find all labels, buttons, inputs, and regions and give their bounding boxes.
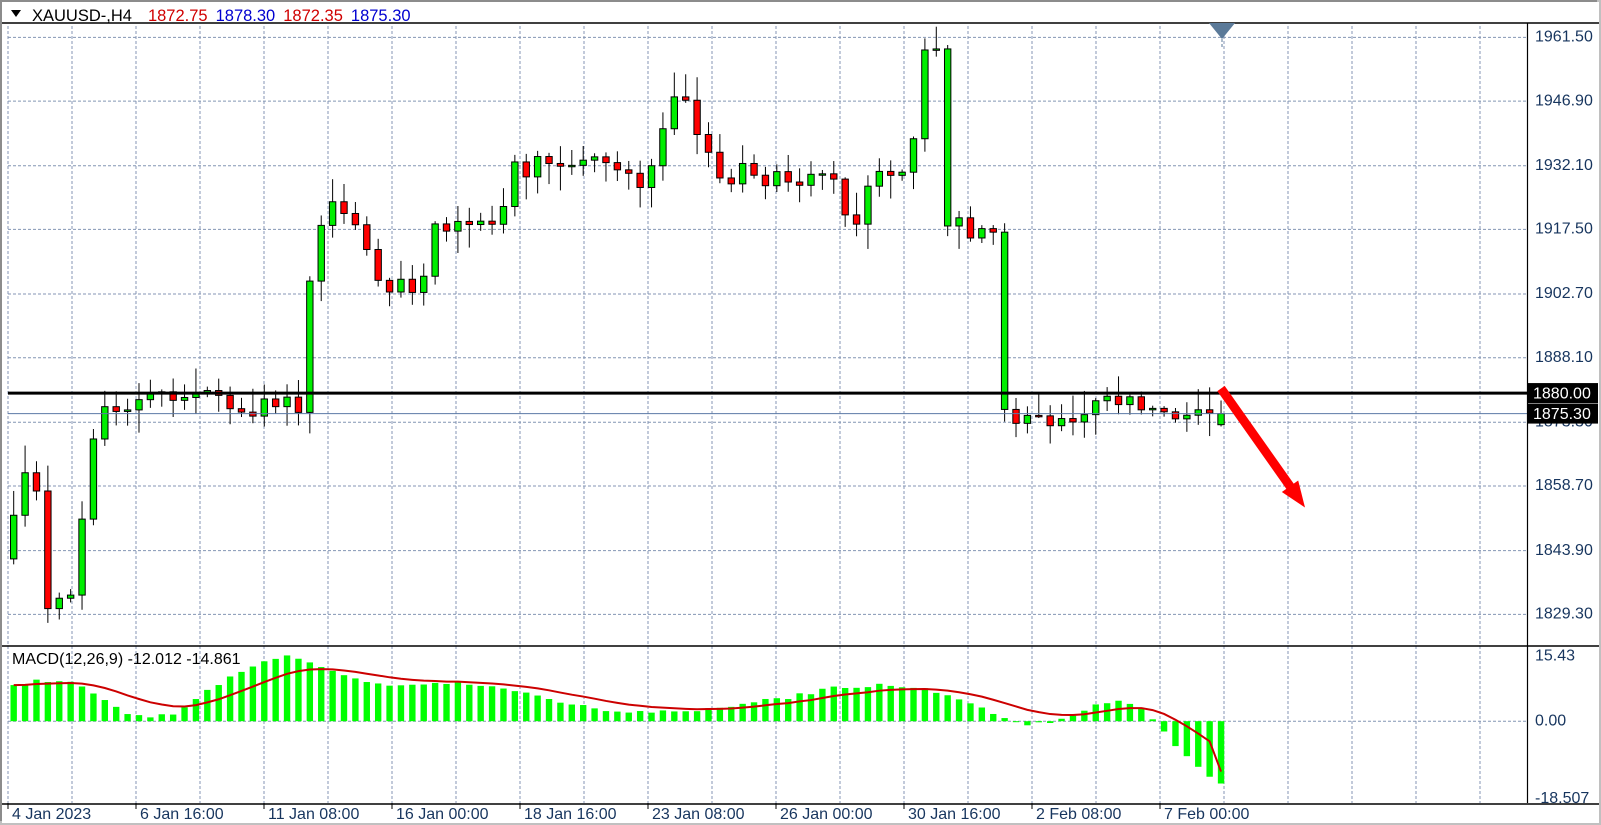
svg-text:1961.50: 1961.50 <box>1535 29 1593 46</box>
svg-text:4 Jan 2023: 4 Jan 2023 <box>12 806 91 823</box>
svg-text:18 Jan 16:00: 18 Jan 16:00 <box>524 806 617 823</box>
svg-text:1875.30: 1875.30 <box>1533 406 1591 423</box>
svg-text:26 Jan 00:00: 26 Jan 00:00 <box>780 806 873 823</box>
svg-text:1872.75: 1872.75 <box>148 7 208 25</box>
svg-text:1917.50: 1917.50 <box>1535 221 1593 238</box>
svg-text:1888.10: 1888.10 <box>1535 349 1593 366</box>
svg-text:15.43: 15.43 <box>1535 648 1575 665</box>
svg-text:1872.35: 1872.35 <box>283 7 343 25</box>
svg-text:6 Jan 16:00: 6 Jan 16:00 <box>140 806 224 823</box>
svg-text:0.00: 0.00 <box>1535 712 1566 729</box>
svg-text:11 Jan 08:00: 11 Jan 08:00 <box>268 806 359 823</box>
svg-text:16 Jan 00:00: 16 Jan 00:00 <box>396 806 489 823</box>
svg-text:1875.30: 1875.30 <box>351 7 411 25</box>
svg-text:23 Jan 08:00: 23 Jan 08:00 <box>652 806 745 823</box>
svg-text:MACD(12,26,9) -12.012 -14.861: MACD(12,26,9) -12.012 -14.861 <box>12 651 241 668</box>
svg-text:30 Jan 16:00: 30 Jan 16:00 <box>908 806 1001 823</box>
svg-text:7 Feb 00:00: 7 Feb 00:00 <box>1164 806 1250 823</box>
svg-text:1858.70: 1858.70 <box>1535 477 1593 494</box>
svg-text:1843.90: 1843.90 <box>1535 542 1593 559</box>
svg-text:2 Feb 08:00: 2 Feb 08:00 <box>1036 806 1122 823</box>
svg-text:1946.90: 1946.90 <box>1535 92 1593 109</box>
svg-text:1902.70: 1902.70 <box>1535 285 1593 302</box>
svg-text:1932.10: 1932.10 <box>1535 157 1593 174</box>
svg-text:1878.30: 1878.30 <box>216 7 276 25</box>
svg-text:XAUUSD-,H4: XAUUSD-,H4 <box>32 7 132 25</box>
svg-text:1880.00: 1880.00 <box>1533 385 1591 402</box>
svg-text:1829.30: 1829.30 <box>1535 606 1593 623</box>
